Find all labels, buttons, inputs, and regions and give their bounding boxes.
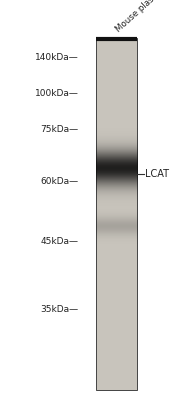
Text: 45kDa—: 45kDa— <box>41 238 79 246</box>
Text: 140kDa—: 140kDa— <box>35 54 79 62</box>
Text: 75kDa—: 75kDa— <box>41 126 79 134</box>
Text: LCAT: LCAT <box>145 169 169 179</box>
Text: 100kDa—: 100kDa— <box>35 90 79 98</box>
Text: 60kDa—: 60kDa— <box>41 178 79 186</box>
Text: Mouse plasma: Mouse plasma <box>114 0 166 34</box>
Bar <box>96 38 137 390</box>
Text: 35kDa—: 35kDa— <box>41 306 79 314</box>
